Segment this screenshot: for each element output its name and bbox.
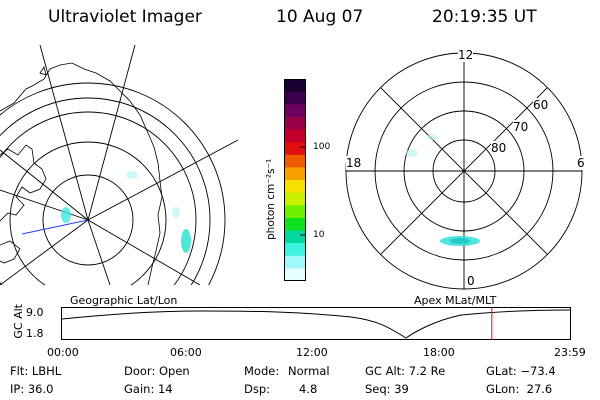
mlat-label-60: 60: [533, 98, 549, 112]
aurora-patch: [172, 207, 180, 219]
mlt-label-0: 0: [467, 274, 475, 288]
lat-circle: [42, 174, 134, 266]
meridian-line: [87, 219, 201, 285]
altitude-plot: [61, 307, 571, 340]
apex-caption: Apex MLat/MLT: [414, 294, 497, 307]
aurora-patch: [126, 171, 138, 179]
coastline: [0, 62, 163, 285]
gc-alt-status: GC Alt: 7.2 Re: [365, 364, 446, 378]
instrument-title: Ultraviolet Imager: [48, 7, 202, 27]
meridian-line: [87, 45, 136, 221]
geographic-caption: Geographic Lat/Lon: [70, 294, 178, 307]
mlt-label-12: 12: [458, 48, 474, 62]
altitude-ytick-9: 9.0: [26, 306, 44, 319]
aurora-patch: [427, 134, 437, 140]
colorbar-band: [284, 142, 306, 156]
colorbar-band: [284, 154, 306, 168]
colorbar-tick-10: 10: [313, 230, 325, 240]
colorbar-band: [284, 243, 306, 257]
altitude-xtick-1200: 12:00: [296, 346, 328, 359]
colorbar-band: [284, 167, 306, 181]
mlt-label-18: 18: [346, 156, 362, 170]
colorbar-band: [284, 180, 306, 194]
colorbar-band: [284, 79, 306, 93]
lat-circle: [0, 97, 211, 285]
mlat-label-70: 70: [513, 120, 529, 134]
aurora-oval-core: [450, 238, 470, 244]
meridian-line: [0, 219, 89, 285]
mlat-label-80: 80: [491, 141, 507, 155]
colorbar-band: [284, 91, 306, 105]
mode-value: Normal: [288, 364, 330, 378]
altitude-ytick-1.8: 1.8: [26, 327, 44, 340]
observation-date: 10 Aug 07: [276, 7, 364, 27]
coastline: [0, 240, 21, 264]
colorbar: [284, 79, 306, 281]
meridian-line: [0, 149, 89, 221]
meridian-line: [0, 189, 89, 221]
colorbar-band: [284, 192, 306, 206]
lat-circle: [0, 82, 226, 285]
observation-time: 20:19:35 UT: [432, 7, 537, 27]
door-status: Door: Open: [124, 364, 190, 378]
colorbar-tick-100: 100: [313, 142, 331, 152]
meridian-line: [87, 139, 238, 221]
track-line: [21, 219, 89, 235]
altitude-xtick-2359: 23:59: [554, 346, 586, 359]
seq-status: Seq: 39: [365, 382, 409, 396]
dsp-value: 4.8: [299, 382, 318, 396]
island: [39, 66, 47, 76]
polar-plot: [345, 52, 583, 290]
colorbar-unit-label: photon cm⁻²s⁻¹: [265, 158, 277, 240]
altitude-xtick-1800: 18:00: [423, 346, 455, 359]
ip-status: IP: 36.0: [10, 382, 54, 396]
gain-status: Gain: 14: [124, 382, 173, 396]
aurora-patch: [61, 207, 71, 223]
altitude-ylabel: GC Alt: [12, 304, 25, 339]
glat-status: GLat: −73.4: [486, 364, 556, 378]
lat-circle: [0, 111, 197, 285]
altitude-xtick-0000: 00:00: [47, 346, 79, 359]
meridian-line: [39, 45, 89, 221]
colorbar-band: [284, 230, 306, 244]
colorbar-band: [284, 104, 306, 118]
coastline: [0, 144, 47, 222]
lat-circle: [9, 141, 167, 285]
aurora-patch: [181, 229, 191, 253]
meridian-line: [87, 219, 111, 285]
colorbar-band: [284, 129, 306, 143]
glon-status: GLon: 27.6: [486, 382, 553, 396]
geographic-map: [0, 45, 238, 285]
aurora-patch: [406, 149, 418, 157]
colorbar-band: [284, 116, 306, 131]
filter-status: Flt: LBHL: [10, 364, 62, 378]
mlt-label-6: 6: [577, 156, 585, 170]
colorbar-band: [284, 268, 306, 281]
mode-label: Mode:: [244, 364, 280, 378]
dsp-label: Dsp:: [244, 382, 271, 396]
mlt-line: [380, 87, 548, 255]
colorbar-band: [284, 255, 306, 269]
altitude-xtick-0600: 06:00: [170, 346, 202, 359]
colorbar-band: [284, 217, 306, 232]
colorbar-band: [284, 205, 306, 219]
altitude-curve: [61, 309, 571, 339]
